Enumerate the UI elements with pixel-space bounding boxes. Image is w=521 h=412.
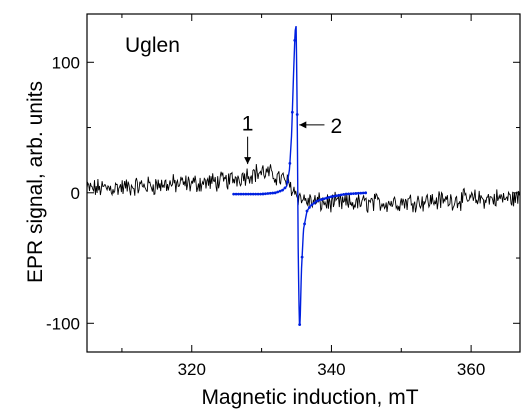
annotation-label-1: 1 bbox=[242, 113, 254, 136]
annotation-arrowhead-2 bbox=[299, 121, 307, 129]
y-tick-label: -100 bbox=[46, 314, 80, 333]
series-1-line bbox=[86, 164, 520, 213]
y-tick-label: 100 bbox=[52, 53, 80, 72]
x-axis-title: Magnetic induction, mT bbox=[201, 386, 418, 409]
y-tick-label: 0 bbox=[71, 184, 80, 203]
x-tick-label: 340 bbox=[317, 360, 345, 379]
plot-frame bbox=[86, 13, 521, 353]
series-layer bbox=[86, 25, 520, 326]
axes-layer: 320 340 360 -100 0 100 bbox=[46, 13, 521, 379]
series-2-line bbox=[233, 25, 367, 326]
y-axis-title: EPR signal, arb. units bbox=[24, 81, 47, 283]
annotation-arrowhead-1 bbox=[244, 157, 252, 165]
x-tick-label: 320 bbox=[178, 360, 206, 379]
x-tick-label: 360 bbox=[457, 360, 485, 379]
annotation-label-2: 2 bbox=[330, 115, 342, 138]
panel-label: Uglen bbox=[125, 34, 180, 57]
